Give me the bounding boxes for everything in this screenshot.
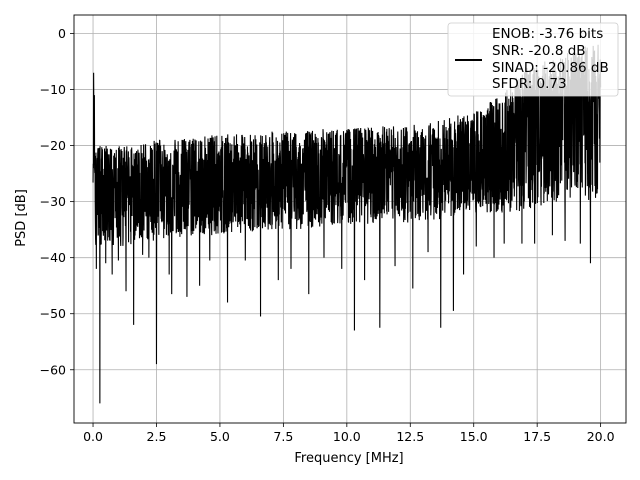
x-tick-label: 10.0 — [333, 429, 361, 444]
x-tick-label: 7.5 — [273, 429, 293, 444]
legend-entry-sinad: SINAD: -20.86 dB — [492, 60, 609, 76]
legend-box — [447, 22, 619, 97]
x-tick-label: 5.0 — [210, 429, 230, 444]
y-tick-label: −50 — [40, 306, 66, 321]
y-tick-label: −30 — [40, 194, 66, 209]
legend: ENOB: -3.76 bits SNR: -20.8 dB SINAD: -2… — [447, 22, 619, 97]
x-axis-label: Frequency [MHz] — [294, 451, 403, 466]
y-tick-label: −40 — [40, 250, 66, 265]
y-tick-label: −60 — [40, 362, 66, 377]
psd-trace — [92, 44, 602, 404]
legend-entry-snr: SNR: -20.8 dB — [492, 43, 586, 59]
x-tick-label: 0.0 — [83, 429, 103, 444]
y-tick-labels: 0 −10 −20 −30 −40 −50 −60 — [40, 26, 66, 377]
legend-entry-sfdr: SFDR: 0.73 — [492, 76, 567, 92]
axes-frame — [73, 14, 627, 424]
legend-entry-enob: ENOB: -3.76 bits — [492, 26, 603, 42]
psd-series — [92, 44, 602, 404]
y-tick-label: −10 — [40, 82, 66, 97]
x-tick-label: 12.5 — [396, 429, 424, 444]
y-tick-label: 0 — [58, 26, 66, 41]
x-tick-label: 20.0 — [587, 429, 615, 444]
x-tick-label: 15.0 — [460, 429, 488, 444]
tick-marks — [70, 33, 602, 427]
x-tick-label: 2.5 — [147, 429, 167, 444]
y-axis-label: PSD [dB] — [14, 189, 29, 247]
axes-spine — [73, 14, 627, 424]
x-tick-label: 17.5 — [523, 429, 551, 444]
y-tick-label: −20 — [40, 138, 66, 153]
x-tick-labels: 0.0 2.5 5.0 7.5 10.0 12.5 15.0 17.5 20.0 — [83, 429, 614, 444]
